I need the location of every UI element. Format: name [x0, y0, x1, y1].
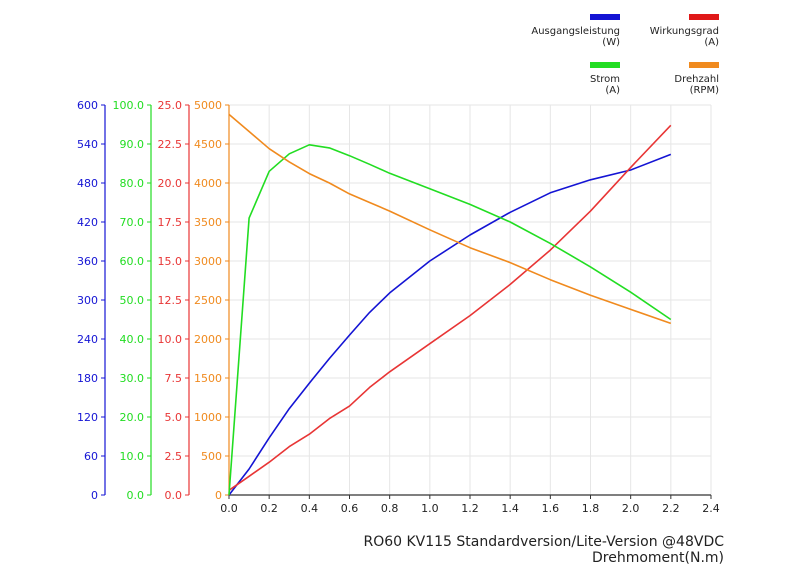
y-tick-label-speed: 3000 — [194, 255, 222, 268]
y-tick-label-efficiency: 20.0 — [158, 177, 183, 190]
y-tick-label-efficiency: 0.0 — [165, 489, 183, 502]
x-tick-label: 0.4 — [301, 502, 319, 515]
x-tick-label: 1.6 — [542, 502, 560, 515]
y-tick-label-speed: 1500 — [194, 372, 222, 385]
y-tick-label-speed: 1000 — [194, 411, 222, 424]
y-tick-label-efficiency: 15.0 — [158, 255, 183, 268]
y-tick-label-efficiency: 25.0 — [158, 99, 183, 112]
y-tick-label-current: 70.0 — [120, 216, 145, 229]
y-tick-label-efficiency: 22.5 — [158, 138, 183, 151]
y-tick-label-current: 40.0 — [120, 333, 145, 346]
y-tick-label-power: 180 — [77, 372, 98, 385]
x-axis-title: RO60 KV115 Standardversion/Lite-Version … — [363, 534, 724, 566]
y-tick-label-efficiency: 5.0 — [165, 411, 183, 424]
x-tick-label: 2.4 — [702, 502, 720, 515]
y-tick-label-current: 90.0 — [120, 138, 145, 151]
y-tick-label-efficiency: 10.0 — [158, 333, 183, 346]
series-line-strom — [228, 144, 672, 496]
y-tick-label-power: 300 — [77, 294, 98, 307]
y-tick-label-efficiency: 2.5 — [165, 450, 183, 463]
y-tick-label-speed: 4500 — [194, 138, 222, 151]
y-tick-label-power: 540 — [77, 138, 98, 151]
y-tick-label-power: 360 — [77, 255, 98, 268]
x-tick-label: 1.4 — [501, 502, 519, 515]
series-line-drehzahl — [228, 113, 672, 325]
legend-label-ausgangsleistung: Ausgangsleistung (W) — [531, 26, 620, 48]
y-tick-label-speed: 5000 — [194, 99, 222, 112]
y-tick-label-current: 100.0 — [113, 99, 145, 112]
y-tick-label-power: 60 — [84, 450, 98, 463]
y-tick-label-efficiency: 7.5 — [165, 372, 183, 385]
y-tick-label-power: 480 — [77, 177, 98, 190]
legend-swatch-wirkungsgrad — [689, 14, 719, 20]
y-tick-label-current: 20.0 — [120, 411, 145, 424]
x-tick-label: 1.8 — [582, 502, 600, 515]
legend-swatch-drehzahl — [689, 62, 719, 68]
series-lines — [228, 113, 672, 496]
y-tick-label-current: 30.0 — [120, 372, 145, 385]
y-tick-label-speed: 2500 — [194, 294, 222, 307]
y-tick-label-speed: 500 — [201, 450, 222, 463]
y-tick-label-power: 120 — [77, 411, 98, 424]
legend-label-drehzahl: Drehzahl (RPM) — [674, 74, 719, 96]
y-tick-label-current: 10.0 — [120, 450, 145, 463]
y-tick-label-speed: 4000 — [194, 177, 222, 190]
grid — [228, 104, 712, 496]
legend-label-wirkungsgrad: Wirkungsgrad (A) — [649, 26, 719, 48]
y-tick-label-power: 600 — [77, 99, 98, 112]
y-tick-label-speed: 3500 — [194, 216, 222, 229]
x-tick-label: 1.0 — [421, 502, 439, 515]
y-tick-label-current: 0.0 — [127, 489, 145, 502]
y-tick-label-speed: 0 — [215, 489, 222, 502]
series-line-wirkungsgrad — [228, 124, 672, 491]
legend-swatch-strom — [590, 62, 620, 68]
y-tick-label-power: 0 — [91, 489, 98, 502]
x-tick-label: 2.2 — [662, 502, 680, 515]
y-tick-label-current: 80.0 — [120, 177, 145, 190]
y-tick-label-speed: 2000 — [194, 333, 222, 346]
y-tick-label-current: 50.0 — [120, 294, 145, 307]
legend-label-strom: Strom (A) — [589, 74, 620, 96]
axes: 0 60 120 180 240 300 360 420 480 540 600 0.0 10.0 20.… — [77, 99, 720, 515]
y-tick-label-power: 240 — [77, 333, 98, 346]
x-tick-label: 2.0 — [622, 502, 640, 515]
x-tick-label: 0.0 — [220, 502, 238, 515]
y-tick-label-efficiency: 12.5 — [158, 294, 183, 307]
x-tick-label: 0.2 — [260, 502, 278, 515]
y-tick-label-efficiency: 17.5 — [158, 216, 183, 229]
x-tick-label: 1.2 — [461, 502, 479, 515]
x-tick-label: 0.8 — [381, 502, 399, 515]
series-line-ausgangsleistung — [228, 153, 672, 496]
x-tick-label: 0.6 — [341, 502, 359, 515]
y-tick-label-power: 420 — [77, 216, 98, 229]
y-tick-label-current: 60.0 — [120, 255, 145, 268]
legend-swatch-ausgangsleistung — [590, 14, 620, 20]
